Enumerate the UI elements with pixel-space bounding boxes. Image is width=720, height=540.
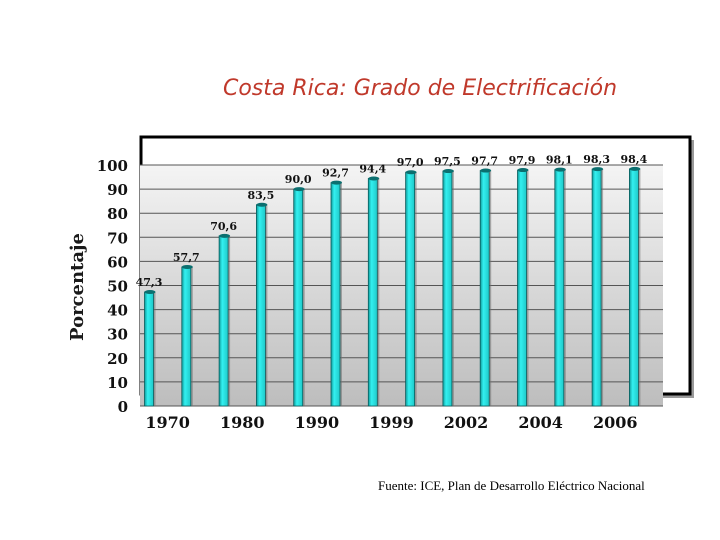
y-tick-label: 30 [107, 326, 128, 344]
bar-value-label: 90,0 [285, 173, 312, 186]
bar-value-label: 94,4 [359, 162, 386, 175]
bar-value-label: 97,7 [471, 155, 498, 168]
bar-value-label: 98,3 [583, 153, 610, 166]
bar-cap [368, 176, 380, 181]
x-tick-label: 1980 [220, 413, 265, 432]
bar-cap [181, 264, 193, 269]
bar [181, 266, 192, 407]
bar [255, 204, 266, 407]
bar [479, 170, 490, 407]
bar-value-label: 92,7 [322, 167, 349, 180]
bar-value-label: 57,7 [173, 251, 200, 264]
bar [517, 169, 527, 407]
bar-cap [592, 167, 604, 172]
bar [144, 291, 154, 407]
bar [442, 170, 453, 407]
x-tick-label: 1999 [369, 413, 414, 432]
bar-cap [480, 168, 492, 173]
chart-title: Costa Rica: Grado de Electrificación [222, 76, 618, 101]
y-tick-label: 20 [107, 350, 128, 368]
y-axis-label: Porcentaje [67, 233, 88, 341]
bar [629, 168, 639, 407]
y-tick-label: 50 [107, 278, 128, 296]
y-tick-label: 90 [107, 181, 128, 199]
bar-value-label: 47,3 [136, 276, 163, 289]
bar-value-label: 97,5 [434, 155, 461, 168]
bar-cap [219, 233, 231, 238]
bar [330, 182, 341, 407]
bar-cap [256, 202, 268, 207]
x-tick-label: 1970 [145, 413, 190, 432]
x-tick-label: 2002 [444, 413, 489, 432]
bar [293, 188, 304, 407]
bar-cap [293, 187, 305, 192]
source-note: Fuente: ICE, Plan de Desarrollo Eléctric… [378, 478, 645, 493]
bar [405, 171, 416, 407]
bar-cap [331, 180, 342, 185]
bar [591, 168, 602, 407]
x-tick-label: 2004 [518, 413, 563, 432]
y-tick-label: 100 [97, 157, 128, 175]
bar-cap [517, 168, 529, 173]
bar-value-label: 97,0 [397, 156, 424, 169]
y-tick-label: 80 [107, 205, 128, 223]
bar-value-label: 98,1 [546, 154, 573, 167]
bar-value-label: 83,5 [248, 189, 275, 202]
bar-cap [405, 170, 417, 175]
bar-value-label: 98,4 [621, 153, 648, 166]
y-tick-label: 70 [107, 229, 128, 247]
bar-cap [554, 167, 566, 172]
bar-value-label: 97,9 [509, 154, 536, 167]
bar-cap [442, 169, 454, 174]
x-tick-label: 2006 [593, 413, 638, 432]
bar [367, 178, 378, 407]
bar-cap [629, 166, 641, 171]
y-tick-label: 60 [107, 253, 128, 271]
y-tick-label: 0 [118, 398, 128, 416]
y-tick-label: 10 [107, 374, 128, 392]
x-tick-label: 1990 [295, 413, 340, 432]
y-tick-label: 40 [107, 302, 128, 320]
bar-value-label: 70,6 [210, 220, 237, 233]
bar [554, 169, 565, 407]
bar-cap [144, 290, 156, 295]
bar [218, 235, 229, 407]
